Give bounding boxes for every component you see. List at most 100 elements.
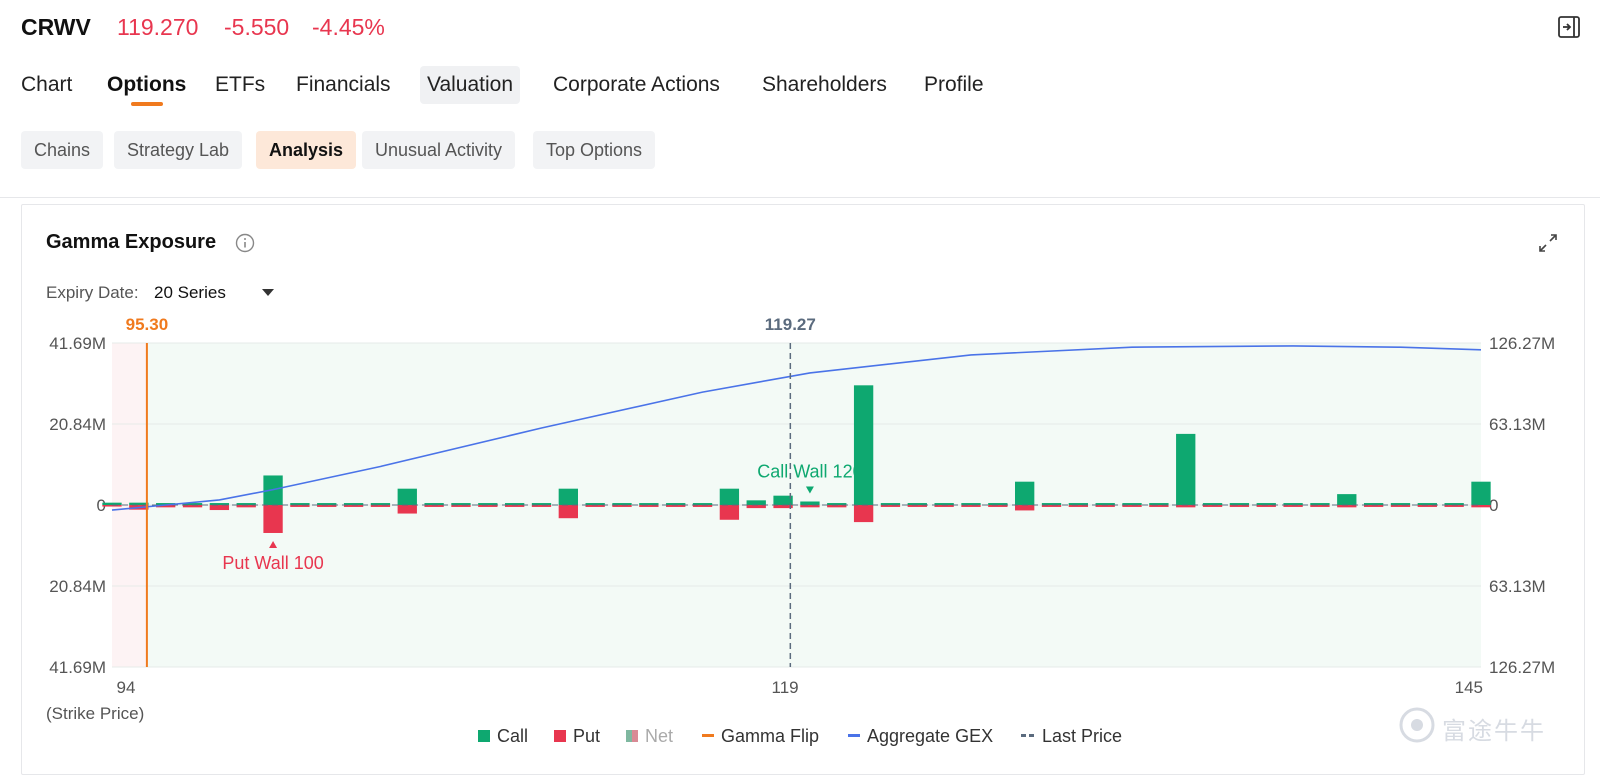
legend-aggregate-gex[interactable]: Aggregate GEX (848, 723, 993, 749)
put-bar (1363, 505, 1384, 507)
subtab-unusual-activity[interactable]: Unusual Activity (362, 131, 516, 169)
price-change: -5.550 (224, 14, 290, 40)
ticker-symbol: CRWV (21, 14, 91, 40)
call-bar (424, 503, 444, 505)
call-bar (1471, 481, 1491, 505)
tab-etfs[interactable]: ETFs (215, 73, 266, 96)
subtab-top-options[interactable]: Top Options (533, 131, 656, 169)
y-tick-label-left: 20.84M (49, 415, 106, 434)
put-bar (236, 505, 256, 508)
call-bar (1256, 503, 1276, 505)
call-bar (961, 503, 981, 505)
call-bar (585, 503, 605, 505)
call-bar (800, 501, 820, 505)
gamma-exposure-card: Gamma Exposure Expiry Date: 20 Series (21, 204, 1585, 775)
call-bar (1310, 503, 1330, 505)
put-bar (1390, 505, 1411, 507)
info-circle-icon[interactable] (235, 233, 255, 253)
put-bar (1068, 505, 1089, 507)
put-bar (1310, 505, 1330, 507)
put-bar (1176, 505, 1196, 508)
call-bar (692, 503, 713, 505)
put-bar (424, 505, 444, 507)
tab-profile[interactable]: Profile (924, 73, 984, 96)
put-bar (639, 505, 659, 507)
call-bar (209, 503, 230, 505)
y-tick-label-right: 126.27M (1489, 334, 1555, 353)
put-bar (1444, 505, 1464, 507)
gamma-flip-swatch (702, 734, 714, 738)
call-bar (317, 503, 337, 505)
call-bar (1095, 503, 1115, 505)
put-bar (1149, 505, 1169, 507)
put-bar (182, 505, 203, 508)
put-bar (558, 505, 578, 519)
put-bar (1229, 505, 1250, 507)
call-bar (1122, 503, 1142, 505)
subtab-analysis[interactable]: Analysis (256, 131, 357, 169)
call-bar (1337, 494, 1357, 505)
legend-put[interactable]: Put (554, 723, 600, 749)
tab-corporate-actions[interactable]: Corporate Actions (553, 73, 720, 96)
put-bar (880, 505, 901, 507)
x-axis-label: (Strike Price) (46, 704, 144, 723)
put-bar (585, 505, 605, 507)
put-bar (961, 505, 981, 507)
call-bar (1041, 503, 1062, 505)
x-tick-label: 119 (772, 678, 799, 697)
put-bar (1015, 505, 1035, 511)
subtab-strategy-lab[interactable]: Strategy Lab (114, 131, 243, 169)
legend-call[interactable]: Call (478, 723, 528, 749)
caret-down-icon[interactable] (262, 289, 274, 296)
call-bar (612, 503, 632, 505)
expiry-date-label: Expiry Date: (46, 283, 139, 302)
call-bar (370, 503, 391, 505)
call-bar (666, 503, 686, 505)
tab-valuation[interactable]: Valuation (420, 66, 521, 104)
expiry-date-select[interactable]: 20 Series (154, 283, 226, 302)
legend-gamma-flip[interactable]: Gamma Flip (702, 723, 819, 749)
call-bar (129, 502, 149, 505)
legend-last-price[interactable]: Last Price (1021, 723, 1122, 749)
aggregate-gex-line (111, 345, 1482, 511)
put-bar (1041, 505, 1062, 507)
subtab-chains[interactable]: Chains (21, 131, 104, 169)
legend-net[interactable]: Net (626, 723, 673, 749)
call-bar (1283, 503, 1303, 505)
call-bar (451, 503, 471, 505)
call-bar (290, 503, 310, 505)
quote-header: CRWV 119.270 -5.550 -4.45% (0, 0, 1600, 56)
put-bar (934, 505, 954, 507)
legend-put-label: Put (573, 726, 601, 746)
put-bar (853, 505, 874, 523)
call-swatch (478, 729, 490, 742)
put-wall-label: Put Wall 100 (222, 553, 323, 573)
gamma-flip-label: 95.30 (126, 315, 169, 334)
call-bar (343, 503, 364, 505)
watermark-text: 富途牛牛 (1442, 718, 1546, 745)
call-bar (827, 503, 847, 505)
panel-collapse-icon[interactable] (1557, 15, 1581, 39)
put-bar (1095, 505, 1115, 507)
call-bar (236, 503, 256, 505)
put-bar (612, 505, 632, 507)
put-bar (692, 505, 713, 507)
tab-shareholders[interactable]: Shareholders (762, 73, 887, 96)
x-tick-label: 94 (117, 678, 136, 697)
tab-chart[interactable]: Chart (21, 73, 73, 96)
put-bar (531, 505, 552, 507)
call-wall-label: Call Wall 120 (757, 462, 862, 482)
put-bar (746, 505, 766, 509)
call-bar (746, 500, 766, 505)
y-tick-label-left: 20.84M (49, 577, 106, 596)
put-bar (907, 505, 927, 507)
tab-options[interactable]: Options (107, 73, 187, 96)
call-wall-marker (805, 486, 814, 494)
put-bar (666, 505, 686, 507)
y-tick-label-left: 0 (97, 496, 106, 515)
expand-arrows-icon[interactable] (1536, 231, 1560, 255)
last-price-label: 119.27 (765, 315, 816, 334)
last-price-swatch (1021, 734, 1035, 738)
tab-financials[interactable]: Financials (296, 73, 391, 96)
put-bar (800, 505, 820, 508)
